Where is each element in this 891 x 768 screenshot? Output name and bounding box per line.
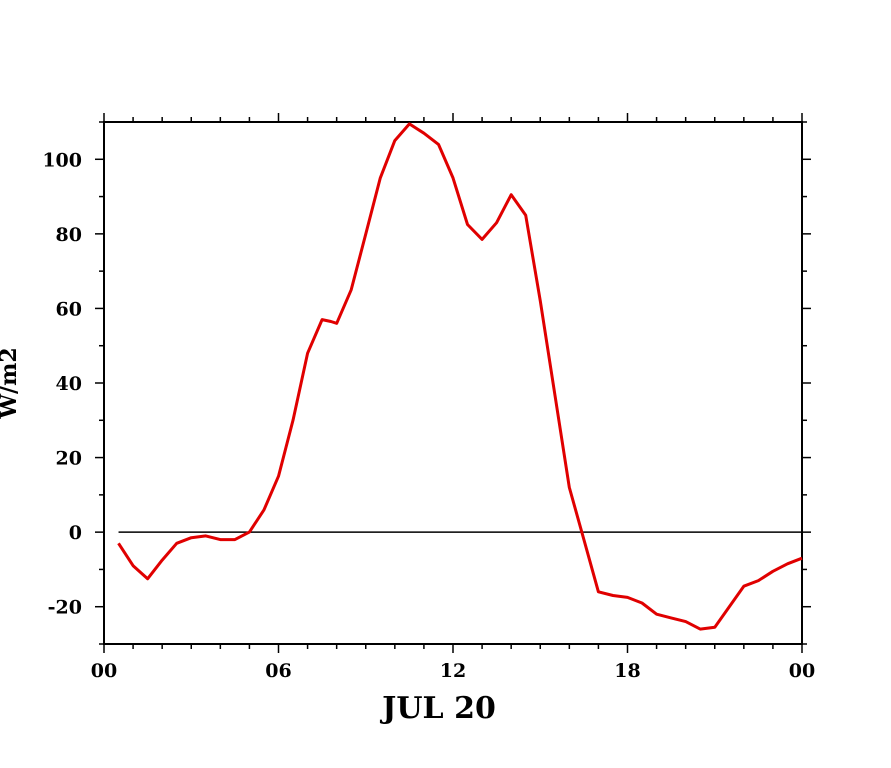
y-tick-label: 100 — [42, 149, 82, 171]
axis-ticks — [95, 113, 811, 653]
y-tick-label: 0 — [69, 522, 82, 544]
series-line — [117, 122, 803, 631]
y-axis-title: W/m2 — [0, 347, 22, 419]
x-tick-label: 00 — [91, 660, 117, 682]
x-tick-label: 12 — [440, 660, 466, 682]
y-tick-label: -20 — [48, 597, 82, 619]
y-tick-label: 20 — [56, 448, 82, 470]
x-tick-label: 06 — [265, 660, 291, 682]
x-tick-label: 00 — [789, 660, 815, 682]
x-tick-label: 18 — [614, 660, 640, 682]
x-axis-title: JUL 20 — [379, 691, 496, 726]
y-tick-label: 40 — [56, 373, 82, 395]
y-tick-label: 80 — [56, 224, 82, 246]
plot-frame — [103, 121, 803, 645]
tick-labels: 00 06 12 18 00 -20 0 20 40 60 80 100 — [42, 149, 815, 682]
series-layer — [117, 122, 803, 631]
y-tick-label: 60 — [56, 298, 82, 320]
axes-frame — [103, 121, 803, 645]
